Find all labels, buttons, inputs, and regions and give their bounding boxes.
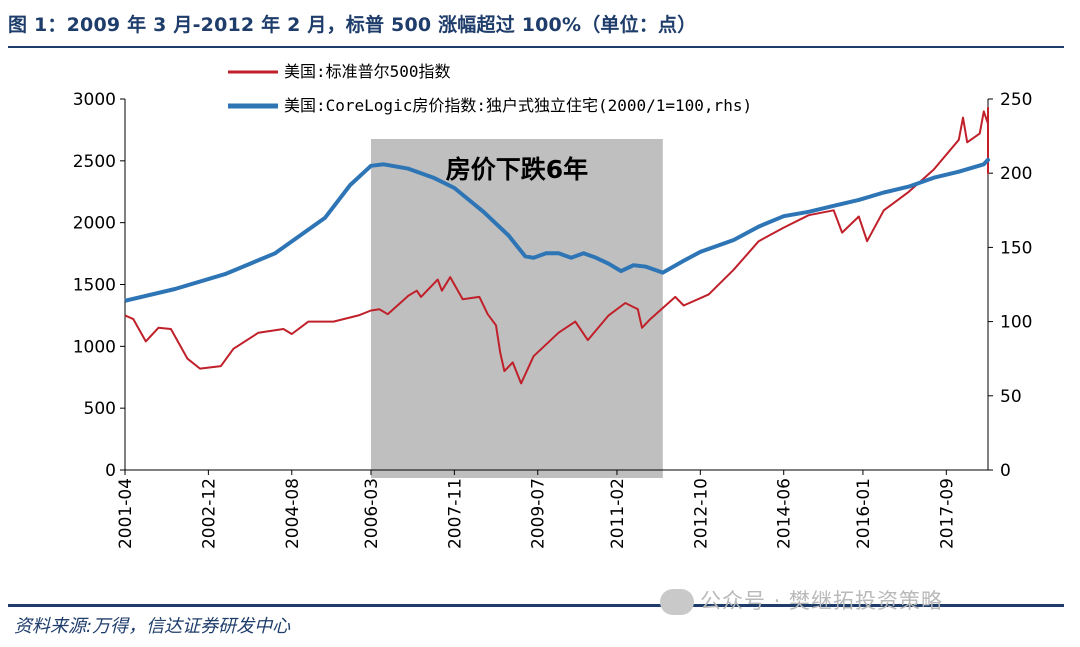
y-left-tick-label: 2000: [73, 214, 116, 234]
title-divider: [8, 46, 1064, 48]
y-left-tick-label: 2500: [73, 152, 116, 172]
y-right-tick-label: 100: [1000, 313, 1032, 333]
x-tick-label: 2001-04: [116, 478, 136, 549]
legend-label: 美国:标准普尔500指数: [284, 62, 451, 81]
y-right-tick-label: 200: [1000, 164, 1032, 184]
watermark: 公众号 · 樊继拓投资策略: [660, 585, 943, 615]
watermark-text: 公众号 · 樊继拓投资策略: [700, 589, 944, 613]
annotation-label: 房价下跌6年: [446, 155, 588, 184]
x-tick-label: 2014-06: [775, 478, 795, 549]
x-tick-label: 2004-08: [283, 478, 303, 549]
footer-divider: [8, 604, 1064, 607]
y-left-tick-label: 1000: [73, 337, 116, 357]
y-right-tick-label: 0: [1000, 461, 1011, 481]
chart-title: 图 1：2009 年 3 月-2012 年 2 月，标普 500 涨幅超过 10…: [8, 14, 697, 36]
y-right-tick-label: 50: [1000, 387, 1022, 407]
x-tick-label: 2012-10: [691, 478, 711, 549]
x-tick-label: 2002-12: [199, 478, 219, 549]
y-left-tick-label: 0: [105, 461, 116, 481]
y-right-tick-label: 250: [1000, 90, 1032, 110]
x-tick-label: 2011-02: [608, 478, 628, 549]
x-tick-label: 2006-03: [362, 478, 382, 549]
y-right-tick-label: 150: [1000, 238, 1032, 258]
series-line-sp500: [124, 106, 989, 385]
y-left-tick-label: 1500: [73, 276, 116, 296]
source-note: 资料来源:万得，信达证券研发中心: [14, 616, 291, 637]
legend-label: 美国:CoreLogic房价指数:独户式独立住宅(2000/1=100,rhs): [284, 96, 752, 115]
y-left-tick-label: 3000: [73, 90, 116, 110]
x-tick-label: 2009-07: [529, 478, 549, 549]
shaded-period: [370, 139, 663, 478]
chart-svg: 房价下跌6年 0 500 1000 1500 2000 2500 3000 0 50 100 150…: [73, 62, 1033, 549]
x-tick-label: 2016-01: [854, 478, 874, 549]
y-left-tick-label: 500: [84, 399, 116, 419]
x-tick-label: 2007-11: [445, 478, 465, 549]
series-line-corelogic: [124, 157, 990, 303]
x-tick-label: 2017-09: [937, 478, 957, 549]
wechat-icon: [660, 589, 694, 615]
